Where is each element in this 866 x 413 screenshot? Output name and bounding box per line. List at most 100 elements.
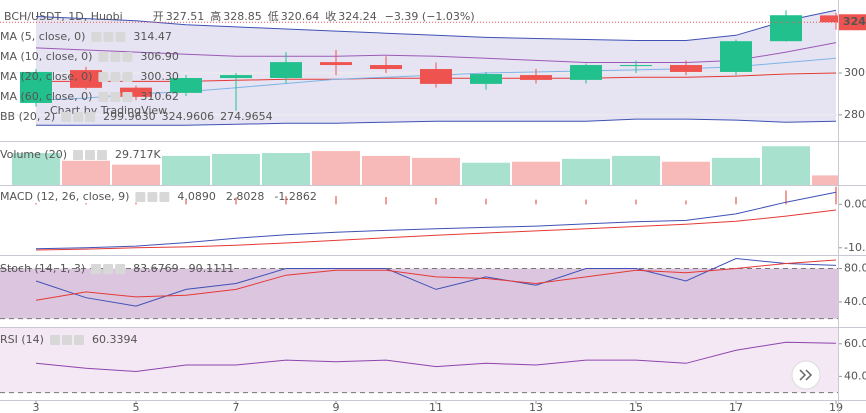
legend-icon xyxy=(91,32,102,42)
legend-icon xyxy=(98,72,109,82)
legend-icon xyxy=(115,264,126,274)
legend-text: 306.90 xyxy=(140,50,179,63)
legend-text: 327.51 xyxy=(166,10,205,23)
legend-icon xyxy=(159,192,170,202)
legend-icon xyxy=(122,52,133,62)
x-tick-label: 17 xyxy=(729,401,743,413)
volume-bar xyxy=(12,153,60,185)
volume-bar xyxy=(362,155,410,185)
legend-text: BB (20, 2) xyxy=(0,110,55,123)
legend-text: MA (5, close, 0) xyxy=(0,30,85,43)
legend-text: 83.6769 xyxy=(133,262,179,275)
rsi-line xyxy=(35,341,837,373)
legend-icon xyxy=(85,112,96,122)
legend-text: 299.9630 xyxy=(103,110,156,123)
candle-body xyxy=(470,74,502,84)
legend-text: MA (60, close, 0) xyxy=(0,90,92,103)
legend-text: RSI (14) xyxy=(0,333,44,346)
volume-bar xyxy=(512,161,560,185)
x-tick-label: 9 xyxy=(333,401,340,413)
macd-line xyxy=(35,191,837,250)
stoch-line xyxy=(35,257,837,307)
x-tick-label: 7 xyxy=(233,401,240,413)
legend-text: 开 xyxy=(153,10,164,23)
volume-bar xyxy=(412,157,460,185)
legend-icon xyxy=(98,92,109,102)
legend-text: 324.9606 xyxy=(162,110,215,123)
volume-bar xyxy=(712,157,760,185)
legend-text: 324.24 xyxy=(338,10,377,23)
last-price-tag xyxy=(839,14,866,31)
x-tick-label: 19 xyxy=(829,401,843,413)
legend-text: 低 xyxy=(268,10,279,23)
candle-body xyxy=(370,65,402,70)
candle-body xyxy=(670,65,702,72)
candle-body xyxy=(20,71,52,103)
candle-body xyxy=(270,62,302,79)
legend-text: 收 xyxy=(325,9,336,23)
legend-icon xyxy=(110,72,121,82)
legend-icon xyxy=(73,112,84,122)
candle-body xyxy=(770,15,802,42)
x-tick-label: 13 xyxy=(529,401,543,413)
legend-icon xyxy=(61,112,72,122)
candle-body xyxy=(420,69,452,84)
candle-body xyxy=(170,78,202,93)
legend-icon xyxy=(97,150,107,160)
legend-icon xyxy=(103,264,114,274)
legend-icon xyxy=(73,150,83,160)
volume-bar xyxy=(112,164,160,185)
legend-text: 2.8028 xyxy=(226,190,265,203)
legend-icon xyxy=(135,192,146,202)
candle-body xyxy=(720,41,752,72)
legend-icon xyxy=(115,32,126,42)
stoch-line xyxy=(35,259,837,301)
y-tick-label: 40.00 xyxy=(844,295,866,308)
legend-text: 60.3394 xyxy=(92,333,138,346)
legend-text: -1.2862 xyxy=(274,190,316,203)
legend-text: Stoch (14, 1, 3) xyxy=(0,262,85,275)
legend-icon xyxy=(110,92,121,102)
level-band xyxy=(0,268,838,319)
candle-body xyxy=(70,70,102,88)
volume-bar xyxy=(462,162,510,185)
x-tick-label: 11 xyxy=(429,401,443,413)
legend-text: BCH/USDT, 1D, Huobi xyxy=(4,10,123,23)
volume-bar xyxy=(662,161,710,185)
legend-text: 4.0890 xyxy=(177,190,216,203)
legend-icon xyxy=(49,335,60,345)
bollinger-upper xyxy=(35,9,837,41)
legend-text: MA (20, close, 0) xyxy=(0,70,92,83)
y-tick-label: 300 xyxy=(844,66,865,79)
legend-icon xyxy=(103,32,114,42)
legend-icon xyxy=(85,150,95,160)
legend-icon xyxy=(147,192,158,202)
volume-bar xyxy=(212,153,260,185)
volume-bar xyxy=(62,160,110,185)
legend-text: 300.30 xyxy=(140,70,179,83)
volume-bar xyxy=(162,155,210,185)
legend-text: 320.64 xyxy=(281,10,320,23)
legend-icon xyxy=(61,335,72,345)
macd-line xyxy=(35,209,837,251)
legend-text: 314.47 xyxy=(133,30,172,43)
legend-text: 29.717K xyxy=(115,148,161,161)
candle-body xyxy=(320,62,352,66)
y-tick-label: 80.00 xyxy=(844,261,866,274)
candle-body xyxy=(620,65,652,67)
candle-body xyxy=(220,75,252,79)
y-tick-label: 0.00 xyxy=(844,197,866,210)
y-tick-label: 60.00 xyxy=(844,337,866,350)
volume-bar xyxy=(612,155,660,185)
moving-average xyxy=(35,42,837,63)
bollinger-lower xyxy=(36,118,837,126)
scroll-button[interactable] xyxy=(791,360,821,390)
volume-bar xyxy=(312,151,360,185)
candle-body xyxy=(120,87,152,97)
volume-bar xyxy=(562,158,610,185)
legend-text: 274.9654 xyxy=(220,110,273,123)
candle-body xyxy=(570,65,602,80)
x-tick-label: 15 xyxy=(629,401,643,413)
